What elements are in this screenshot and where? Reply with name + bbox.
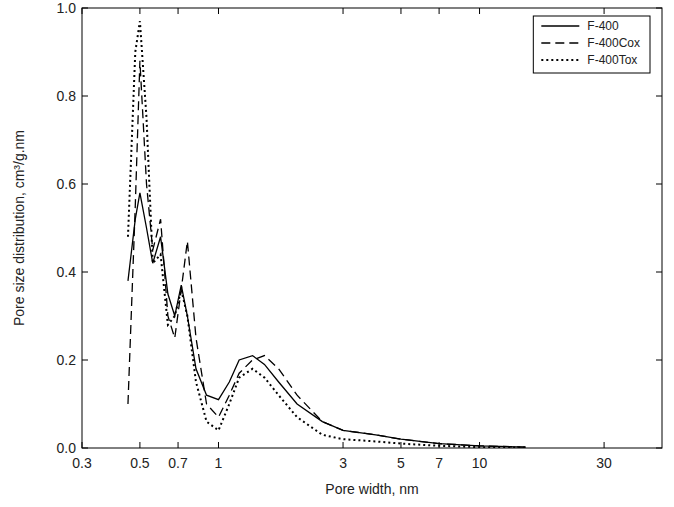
y-tick [656, 184, 662, 185]
x-tick [400, 442, 401, 448]
x-tick [604, 442, 605, 448]
legend-label: F-400Tox [587, 53, 637, 67]
y-tick-label: 0.8 [57, 88, 77, 104]
legend-label: F-400Cox [587, 36, 640, 50]
y-tick-label: 0.0 [57, 440, 77, 456]
y-tick [82, 184, 88, 185]
x-tick-label: 0.5 [130, 455, 150, 471]
x-tick-label: 0.3 [72, 455, 92, 471]
x-tick [218, 442, 219, 448]
x-tick [343, 8, 344, 14]
y-tick [82, 96, 88, 97]
series-line [128, 61, 526, 447]
y-tick-label: 0.4 [57, 264, 77, 280]
x-tick [479, 8, 480, 14]
x-axis-title: Pore width, nm [325, 481, 418, 497]
y-tick-label: 0.2 [57, 352, 77, 368]
x-tick [400, 8, 401, 14]
x-tick-label: 30 [596, 455, 612, 471]
x-tick [218, 8, 219, 14]
y-tick [656, 272, 662, 273]
x-tick-label: 5 [397, 455, 405, 471]
legend-swatch [541, 42, 579, 43]
chart: 0.0 0.2 0.4 0.6 0.8 1.0 0.3 0.5 0.7 1 3 5 7 10 30 Pore … [0, 0, 674, 507]
y-tick [82, 448, 88, 449]
x-tick-label: 10 [472, 455, 488, 471]
x-tick [139, 442, 140, 448]
y-tick-label: 1.0 [57, 0, 77, 16]
y-axis-title: Pore size distribution, cm³/g.nm [11, 130, 27, 326]
y-tick [82, 8, 88, 9]
x-tick [439, 8, 440, 14]
legend: F-400 F-400Cox F-400Tox [533, 16, 650, 73]
y-tick [82, 360, 88, 361]
x-tick-label: 3 [339, 455, 347, 471]
plot-frame [82, 8, 662, 448]
y-tick [656, 360, 662, 361]
legend-label: F-400 [587, 19, 619, 33]
x-tick-label: 7 [435, 455, 443, 471]
x-tick-label: 1 [215, 455, 223, 471]
x-tick [82, 8, 83, 14]
x-tick [139, 8, 140, 14]
y-tick [656, 96, 662, 97]
x-tick [343, 442, 344, 448]
y-tick [82, 272, 88, 273]
legend-swatch [541, 59, 579, 61]
x-tick [82, 442, 83, 448]
x-tick [178, 8, 179, 14]
x-tick [604, 8, 605, 14]
legend-box [533, 16, 650, 73]
series-group [128, 21, 526, 447]
series-line [128, 21, 526, 447]
y-tick [656, 448, 662, 449]
x-tick-label: 0.7 [168, 455, 188, 471]
y-tick-label: 0.6 [57, 176, 77, 192]
y-tick [656, 8, 662, 9]
legend-swatch [541, 25, 579, 26]
x-tick [178, 442, 179, 448]
